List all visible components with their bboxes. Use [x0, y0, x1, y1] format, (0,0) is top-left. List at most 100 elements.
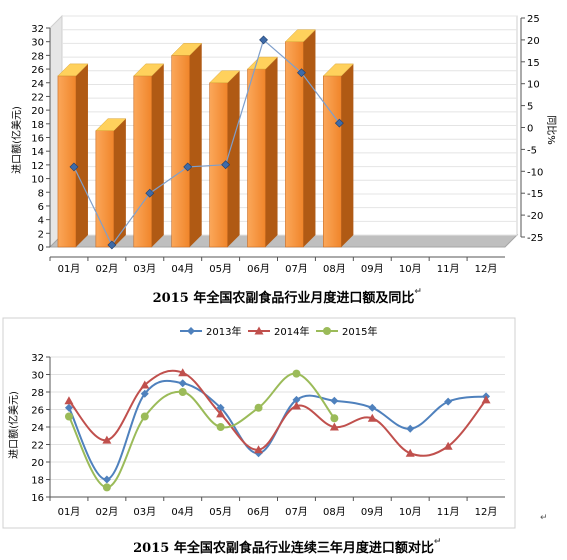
chart1-yoy-point — [107, 240, 117, 250]
chart2-x-tick-label: 04月 — [171, 506, 194, 518]
chart2-point-circle — [254, 403, 263, 412]
chart1-y-tick-label: 24 — [31, 79, 44, 90]
chart2-y-tick-label: 30 — [31, 371, 44, 382]
chart1-x-tick-label: 04月 — [171, 263, 194, 275]
chart1-bar-side — [151, 63, 164, 247]
return-mark-3: ↵ — [433, 537, 442, 547]
chart1-y2-tick-label: -5 — [527, 145, 537, 156]
chart2-point-triangle — [443, 441, 453, 450]
chart1-y-tick-label: 16 — [31, 134, 44, 145]
chart2-point-triangle — [178, 368, 188, 377]
chart1-y2-tick-label: 0 — [527, 124, 533, 135]
chart1-bar-top — [209, 70, 241, 83]
chart1-y-tick-label: 4 — [38, 216, 44, 227]
chart1-bar-side — [303, 29, 316, 247]
chart1-y2-tick-label: 15 — [527, 58, 540, 69]
chart2-y-tick-label: 32 — [31, 353, 44, 364]
chart1-y-axis-label: 进口额(亿美元) — [10, 106, 23, 174]
chart1-caption-text: 2015 年全国农副食品行业月度进口额及同比 — [152, 291, 415, 306]
chart2-x-tick-label: 09月 — [361, 506, 384, 518]
chart1-bar-side — [341, 63, 354, 247]
chart1-bar-top — [284, 29, 317, 42]
chart1-x-tick-label: 02月 — [96, 263, 119, 275]
chart1-bar-front — [133, 75, 153, 248]
chart1-y-tick-label: 22 — [31, 92, 44, 103]
monthly-import-bar-chart: 024681012141618202224262830322520151050-… — [10, 14, 557, 275]
chart2-point-triangle — [367, 413, 377, 422]
chart1-y-tick-label: 6 — [38, 202, 44, 213]
chart1-bar-top — [133, 63, 165, 77]
chart2-y-tick-label: 18 — [31, 476, 44, 487]
chart1-bar-front — [171, 55, 191, 248]
chart1-yoy-point — [297, 68, 306, 78]
chart2-point-triangle — [291, 401, 301, 410]
chart1-x-tick-label: 12月 — [475, 263, 498, 275]
chart1-bars — [57, 29, 354, 248]
chart2-point-circle — [64, 412, 73, 421]
chart2-point-circle — [178, 388, 187, 396]
chart2-x-tick-label: 06月 — [247, 506, 270, 518]
chart1-y-tick-label: 30 — [31, 38, 44, 49]
chart2-point-diamond — [102, 475, 111, 484]
chart1-yoy-polyline — [73, 38, 340, 247]
chart1-yoy-point — [334, 118, 344, 128]
chart1-x-tick-label: 10月 — [399, 263, 422, 275]
chart2-x-tick-label: 10月 — [399, 506, 422, 518]
chart2-caption: 2015 年全国农副食品行业连续三年月度进口额对比 ↵ — [0, 537, 567, 556]
chart2-point-diamond — [140, 389, 149, 398]
chart2-point-triangle — [481, 395, 491, 404]
chart1-x-tick-label: 06月 — [247, 263, 270, 275]
chart2-point-diamond — [330, 396, 339, 405]
chart1-yoy-point — [69, 162, 79, 172]
chart2-y-tick-label: 20 — [31, 458, 44, 469]
chart2-point-triangle — [329, 422, 339, 431]
chart1-caption: 2015 年全国农副食品行业月度进口额及同比 ↵ — [0, 287, 567, 306]
chart2-y-tick-label: 28 — [31, 388, 44, 399]
chart2-point-diamond — [216, 403, 225, 412]
chart2-point-circle — [216, 423, 225, 431]
chart2-y-tick-label: 26 — [31, 406, 44, 417]
chart1-y-tick-label: 32 — [31, 24, 44, 35]
chart2-point-diamond — [187, 327, 195, 335]
chart1-y-tick-label: 14 — [31, 147, 44, 158]
chart1-y2-tick-label: 5 — [527, 102, 533, 113]
chart1-yoy-point — [221, 160, 231, 170]
chart1-y-tick-label: 26 — [31, 65, 44, 76]
chart1-x-tick-label: 11月 — [437, 263, 460, 275]
chart1-y2-tick-label: -15 — [527, 189, 543, 200]
chart2-point-diamond — [178, 379, 187, 388]
chart2-x-tick-label: 05月 — [209, 506, 232, 518]
chart2-point-triangle — [64, 396, 74, 405]
chart2-point-circle — [292, 369, 301, 378]
chart2-x-tick-label: 02月 — [96, 506, 119, 518]
chart2-point-circle — [323, 327, 331, 335]
chart1-bar-front — [57, 75, 77, 248]
chart2-point-triangle — [254, 326, 264, 335]
chart2-point-circle — [102, 483, 111, 492]
chart2-x-tick-label: 12月 — [475, 506, 498, 518]
three-year-comparison-line-chart: 2013年 2014年 2015年 16 18 20 22 24 26 28 30 32 01月 02月… — [2, 317, 516, 529]
chart1-y2-axis-label: 同比% — [545, 115, 557, 145]
return-mark: ↵ — [414, 287, 422, 297]
chart1-y2-tick-label: 20 — [527, 36, 540, 47]
chart2-point-triangle — [140, 380, 150, 389]
chart2-y-tick-label: 16 — [31, 493, 44, 504]
chart1-bar-top — [57, 63, 89, 77]
chart1-y-tick-label: 2 — [38, 229, 44, 240]
chart1-y-tick-label: 12 — [31, 161, 44, 172]
chart1-y-tick-label: 8 — [38, 188, 44, 199]
chart2-point-triangle — [405, 448, 415, 457]
chart1-bar-top — [322, 63, 354, 77]
chart2-y-tick-label: 24 — [31, 423, 44, 434]
chart2-point-circle — [330, 414, 339, 423]
chart2-x-tick-label: 01月 — [58, 506, 81, 518]
chart1-y2-tick-label: -10 — [527, 167, 543, 178]
chart1-x-tick-label: 05月 — [209, 263, 232, 275]
chart2-legend-label: 2014年 — [274, 325, 309, 338]
chart1-y2-tick-label: -25 — [527, 233, 543, 244]
chart1-bar-front — [323, 75, 342, 248]
chart1-y-tick-label: 18 — [31, 120, 44, 131]
chart1-bar-side — [189, 43, 202, 247]
chart2-y-tick-label: 22 — [31, 441, 44, 452]
chart1-y2-tick-label: 10 — [527, 80, 540, 91]
